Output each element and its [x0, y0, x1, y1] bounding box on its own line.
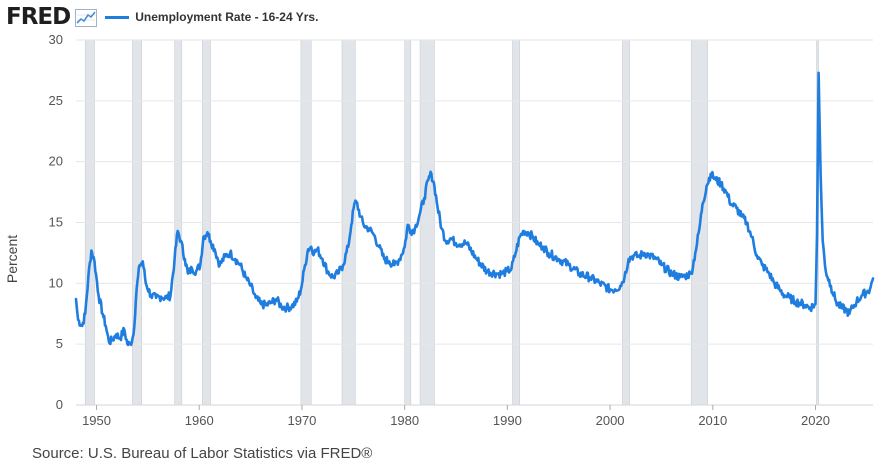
legend-series-label[interactable]: Unemployment Rate - 16-24 Yrs.	[135, 10, 319, 24]
y-tick-label: 25	[49, 93, 63, 108]
x-tick-label: 2000	[596, 413, 625, 428]
gridlines	[76, 39, 873, 410]
tick-labels: 0 5 10 15 20 25 30 1950 1960 1970 1980 1990 2000 2010…	[49, 32, 830, 428]
y-tick-label: 30	[49, 32, 63, 47]
x-tick-label: 2020	[801, 413, 830, 428]
line-chart-icon	[75, 8, 98, 27]
legend: Unemployment Rate - 16-24 Yrs.	[105, 10, 318, 24]
fred-logo[interactable]: FRED	[6, 4, 71, 30]
header: FRED Unemployment Rate - 16-24 Yrs.	[6, 3, 318, 31]
y-tick-label: 5	[56, 336, 63, 351]
x-tick-label: 1950	[82, 413, 111, 428]
legend-swatch	[105, 15, 130, 19]
source-note: Source: U.S. Bureau of Labor Statistics …	[32, 445, 373, 462]
y-tick-label: 0	[56, 397, 63, 412]
series-layer	[74, 71, 875, 347]
x-tick-label: 2010	[698, 413, 727, 428]
series-line	[74, 71, 875, 347]
x-tick-label: 1960	[185, 413, 214, 428]
x-tick-label: 1970	[287, 413, 316, 428]
y-tick-label: 10	[49, 275, 63, 290]
x-tick-label: 1990	[493, 413, 522, 428]
y-tick-label: 15	[49, 215, 63, 230]
x-tick-label: 1980	[390, 413, 419, 428]
y-tick-label: 20	[49, 154, 63, 169]
